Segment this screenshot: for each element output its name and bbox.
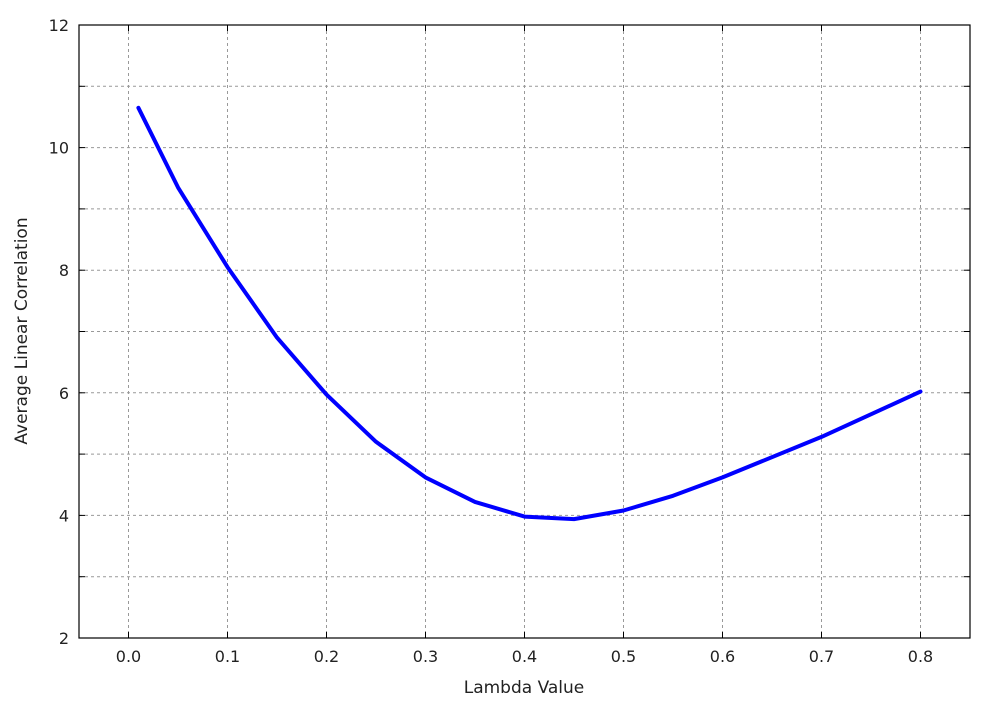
grid <box>79 25 970 638</box>
x-tick-label: 0.4 <box>512 647 537 666</box>
y-tick-label: 10 <box>49 139 69 158</box>
x-tick-label: 0.6 <box>710 647 735 666</box>
series-line <box>136 105 923 522</box>
y-tick-label: 6 <box>59 384 69 403</box>
y-tick-label: 12 <box>49 16 69 35</box>
x-axis-title: Lambda Value <box>464 678 585 698</box>
x-tick-label: 0.3 <box>413 647 438 666</box>
y-tick-label: 8 <box>59 261 69 280</box>
y-tick-label: 2 <box>59 629 69 648</box>
x-tick-label: 0.0 <box>116 647 141 666</box>
x-tick-label: 0.7 <box>809 647 834 666</box>
axis-ticks: 0.0 0.1 0.2 0.3 0.4 0.5 0.6 0.7 0.8 2 4 6 8 10 12 <box>49 16 970 666</box>
x-tick-label: 0.8 <box>908 647 933 666</box>
series-layer <box>136 105 923 522</box>
x-tick-label: 0.5 <box>611 647 636 666</box>
x-tick-label: 0.1 <box>215 647 240 666</box>
y-axis-title: Average Linear Correlation <box>12 217 32 444</box>
x-tick-label: 0.2 <box>314 647 339 666</box>
y-tick-label: 4 <box>59 506 69 525</box>
